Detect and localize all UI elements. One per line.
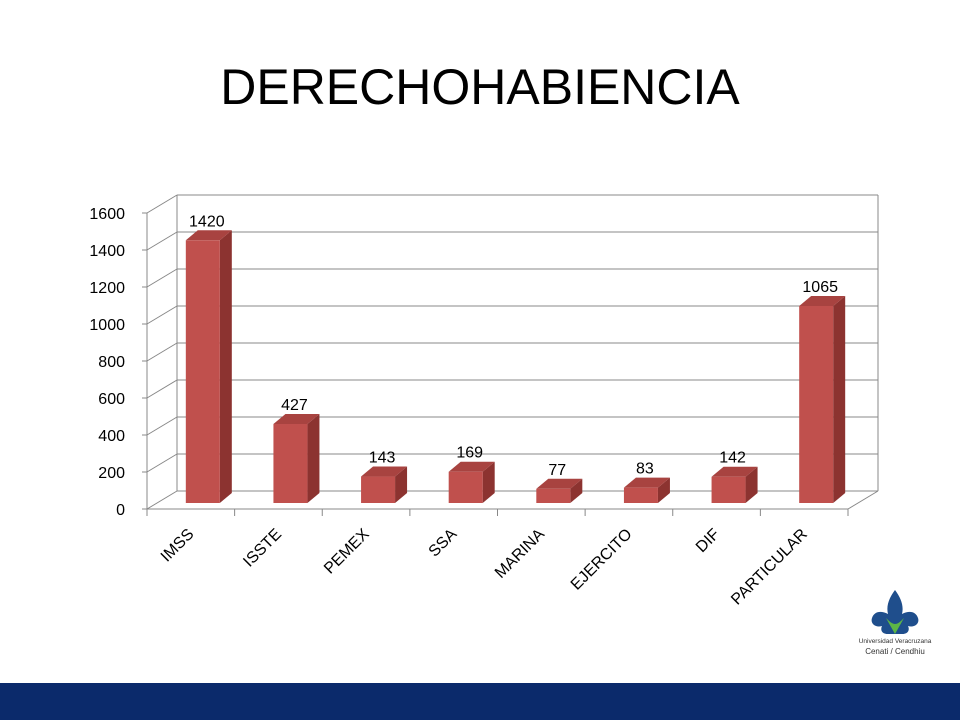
y-tick-label: 0 — [116, 502, 125, 519]
bar-dif — [711, 466, 758, 503]
x-category-label: IMSS — [158, 526, 198, 566]
bar-front — [799, 305, 834, 503]
y-tick-label: 600 — [98, 391, 125, 408]
data-label: 427 — [281, 397, 308, 414]
bar-ejercito — [623, 477, 670, 503]
bar-front — [448, 471, 483, 503]
bar-side — [745, 466, 758, 503]
gridline-depth — [146, 305, 178, 325]
gridline-depth — [146, 231, 178, 251]
y-tick-label: 200 — [98, 465, 125, 482]
data-label: 77 — [548, 462, 566, 479]
axes — [142, 212, 879, 516]
x-category-label: PARTICULAR — [728, 526, 811, 609]
bar-side — [657, 477, 670, 503]
bar-top — [273, 414, 320, 425]
bar-front — [711, 476, 746, 503]
bar-side — [395, 466, 408, 503]
bar-top — [361, 466, 408, 477]
gridline-depth — [146, 194, 178, 214]
x-category-label: EJERCITO — [568, 526, 636, 594]
uv-flor-de-lis-icon — [871, 590, 919, 634]
logo-line1: Universidad Veracruzana — [858, 638, 932, 645]
page-title: DERECHOHABIENCIA — [220, 59, 740, 115]
university-logo: Universidad Veracruzana Cenati / Cendhiu — [836, 588, 954, 668]
bar-imss — [185, 230, 232, 504]
bar-chart: 0 200 400 600 800 1000 1200 1400 1600 1420 IMSS 427… — [89, 194, 879, 609]
x-category-label: DIF — [693, 526, 723, 556]
data-label: 142 — [719, 450, 746, 467]
data-label: 169 — [456, 445, 483, 462]
bar-side — [482, 461, 495, 503]
bar-side — [219, 230, 232, 504]
bar-top — [799, 295, 846, 306]
bar-top — [448, 461, 495, 472]
gridline-depth — [146, 268, 178, 288]
gridline-depth — [146, 416, 178, 436]
bar-front — [623, 487, 658, 503]
bar-front — [536, 488, 571, 503]
y-tick-label: 1200 — [89, 280, 125, 297]
y-tick-label: 400 — [98, 428, 125, 445]
bar-side — [307, 414, 320, 503]
bar-side — [570, 478, 583, 503]
x-category-label: PEMEX — [321, 526, 373, 578]
bar-top — [185, 230, 232, 241]
bar-isste — [273, 414, 320, 503]
data-label: 1065 — [802, 279, 838, 296]
bar-top — [711, 466, 758, 477]
bar-top — [536, 478, 583, 489]
bar-particular — [799, 295, 846, 503]
gridline-depth — [146, 453, 178, 473]
logo-line2: Cenati / Cendhiu — [865, 647, 925, 656]
y-tick-label: 1400 — [89, 243, 125, 260]
bar-front — [185, 240, 220, 504]
floor-edge — [847, 490, 879, 510]
gridline-depth — [146, 490, 178, 510]
y-tick-label: 1000 — [89, 317, 125, 334]
data-label: 83 — [636, 461, 654, 478]
footer-bar — [0, 683, 960, 720]
gridline-depth — [146, 379, 178, 399]
y-tick-label: 800 — [98, 354, 125, 371]
bar-front — [361, 476, 396, 503]
bar-side — [833, 295, 846, 503]
x-category-label: SSA — [426, 526, 461, 561]
x-category-label: ISSTE — [240, 526, 285, 571]
bar-ssa — [448, 461, 495, 503]
data-label: 143 — [369, 450, 396, 467]
y-tick-label: 1600 — [89, 206, 125, 223]
bar-front — [273, 424, 308, 503]
bars — [185, 230, 846, 504]
bar-pemex — [361, 466, 408, 503]
grid-lines — [146, 194, 879, 510]
data-label: 1420 — [189, 213, 225, 230]
x-category-label: MARINA — [492, 526, 548, 582]
bar-marina — [536, 478, 583, 503]
gridline-depth — [146, 342, 178, 362]
bar-top — [623, 477, 670, 488]
